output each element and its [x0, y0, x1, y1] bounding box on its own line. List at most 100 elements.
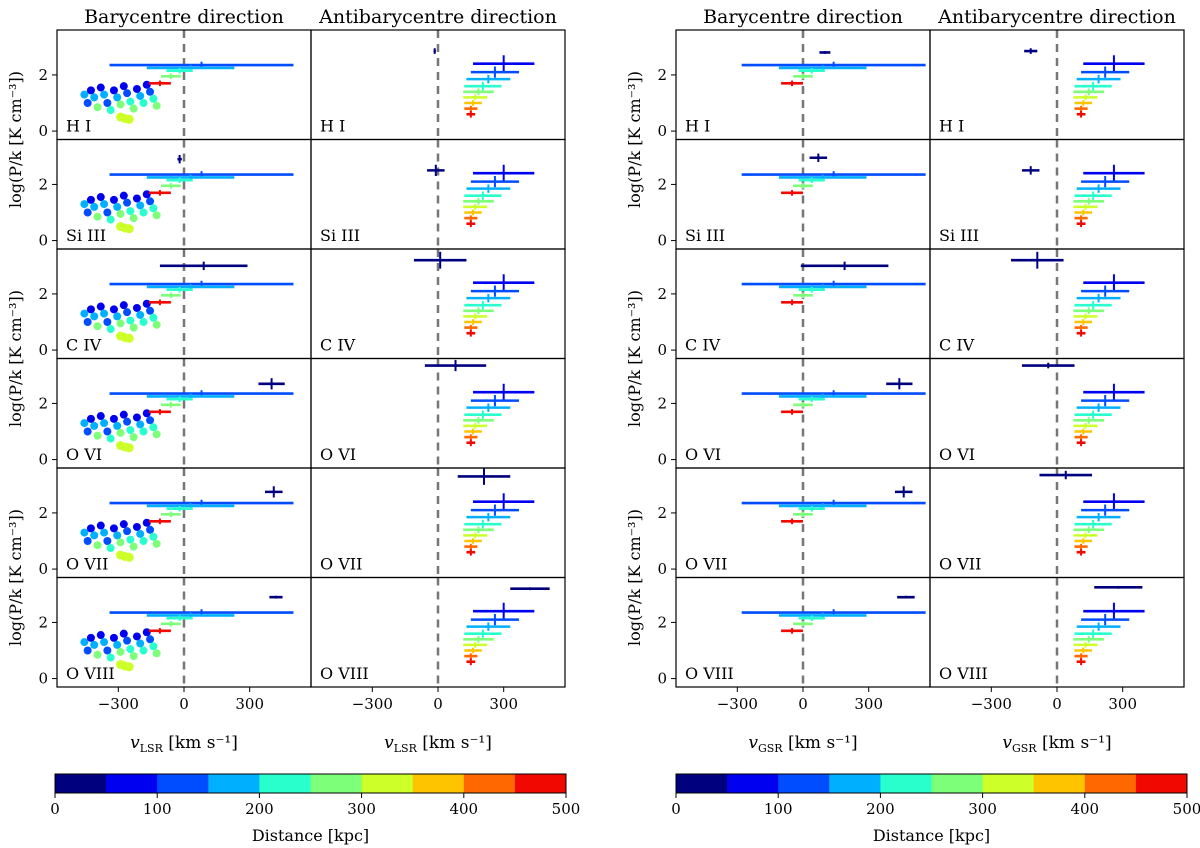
cloud-point: [142, 190, 151, 199]
cloud-point: [129, 323, 138, 332]
cloud-point: [126, 426, 135, 435]
cloud-point: [93, 650, 102, 659]
panel-content: [80, 468, 294, 578]
panel-content: [427, 139, 535, 249]
y-tick-label: 2: [38, 394, 48, 412]
cloud-point: [109, 305, 118, 314]
cloud-point: [142, 299, 151, 308]
panel-gsr-bary-row1: Si III: [675, 138, 931, 250]
ion-label: Si III: [939, 226, 979, 245]
y-axis-label: log(P/k [K cm⁻³]): [625, 71, 644, 208]
colorbar-segment: [1084, 774, 1137, 793]
cloud-point: [142, 628, 151, 637]
ion-label: H I: [66, 117, 91, 136]
cloud-point: [152, 649, 161, 658]
y-tick-label: 0: [657, 341, 667, 359]
plot-layer: H I Si III C IV O VI O VII O VIII H I Si III C I…: [56, 29, 1185, 688]
cloud-point: [100, 638, 109, 647]
ion-label: O VIII: [320, 664, 369, 683]
y-tick-label: 0: [38, 560, 48, 578]
x-tick-label: 0: [1052, 695, 1062, 713]
axis-layer: 0 2 0 2 0 2 0 2 0 2 0 2 −300 0 300 Barycentre direction…: [6, 6, 1176, 755]
cloud-point: [142, 518, 151, 527]
cloud-point: [126, 316, 135, 325]
cloud-point: [100, 200, 109, 209]
panel-content: [741, 30, 926, 140]
y-axis-label: log(P/k [K cm⁻³]): [6, 71, 25, 208]
ion-label: O VII: [320, 555, 362, 574]
colorbar-segment: [880, 774, 932, 793]
cloud-point: [109, 195, 118, 204]
cloud-point: [116, 100, 125, 109]
colorbar-segment: [829, 774, 881, 793]
x-tick-label: −300: [98, 695, 139, 713]
cloud-point: [80, 528, 89, 537]
cloud-point: [116, 647, 125, 656]
colorbar-segment: [1033, 774, 1086, 793]
y-tick-label: 2: [38, 175, 48, 193]
cloud-point: [86, 86, 95, 95]
cloud-point: [123, 417, 132, 426]
cloud-point: [139, 646, 148, 655]
ion-label: O VIII: [66, 664, 115, 683]
cloud-point: [132, 632, 141, 641]
y-tick-label: 0: [38, 341, 48, 359]
cloud-point: [116, 428, 125, 437]
panel-lsr-anti-row4: O VII: [310, 467, 566, 579]
cloud-point: [139, 99, 148, 107]
panel-content: [80, 577, 294, 687]
panel-lsr-bary-row3: O VI: [56, 357, 312, 469]
cloud-point: [149, 204, 158, 213]
cloud-point: [109, 86, 118, 95]
ion-label: O VI: [685, 445, 721, 464]
y-tick-label: 0: [657, 670, 667, 688]
panel-content: [1055, 577, 1145, 687]
cloud-point: [123, 308, 132, 317]
cloud-point: [132, 84, 141, 93]
cloud-point: [152, 539, 161, 548]
cloud-point: [126, 535, 135, 544]
cloud-point: [124, 662, 134, 672]
cloud-point: [80, 90, 89, 99]
cloud-point: [109, 524, 118, 533]
y-tick-label: 0: [657, 451, 667, 469]
panel-lsr-anti-row1: Si III: [310, 138, 566, 250]
cloud-point: [86, 195, 95, 204]
cloud-point: [136, 201, 145, 210]
cloud-point: [124, 552, 134, 562]
cloud-point: [119, 301, 128, 310]
cloud-point: [116, 319, 125, 328]
cloud-point: [139, 208, 148, 217]
cloud-point: [113, 202, 122, 211]
cloud-point: [90, 93, 99, 102]
ion-label: O VII: [685, 555, 727, 574]
cloud-point: [152, 430, 161, 439]
x-tick-label: 300: [235, 695, 264, 713]
colorbar-tick-label: 0: [671, 800, 681, 818]
ion-label: O VI: [320, 445, 356, 464]
y-tick-label: 0: [657, 232, 667, 250]
ion-label: O VIII: [685, 664, 734, 683]
cloud-point: [90, 202, 99, 211]
cloud-point: [90, 531, 99, 540]
y-tick-label: 2: [657, 504, 667, 522]
cloud-point: [113, 531, 122, 540]
x-tick-label: 300: [1108, 695, 1137, 713]
x-axis-label: vGSR [km s⁻¹]: [748, 733, 857, 755]
colorbar-tick-label: 500: [552, 800, 581, 818]
colorbar-tick-label: 0: [50, 800, 60, 818]
cloud-point: [139, 537, 148, 545]
column-title: Barycentre direction: [84, 6, 284, 28]
panel-content: [1024, 30, 1145, 140]
cloud-point: [106, 325, 115, 334]
panel-content: [741, 468, 926, 578]
cloud-point: [129, 104, 138, 113]
cloud-point: [83, 318, 92, 326]
panel-content: [433, 30, 535, 140]
cloud-point: [132, 303, 141, 312]
cloud-point: [119, 520, 128, 529]
ion-label: H I: [939, 117, 964, 136]
cloud-point: [96, 193, 105, 202]
cloud-point: [103, 427, 112, 436]
